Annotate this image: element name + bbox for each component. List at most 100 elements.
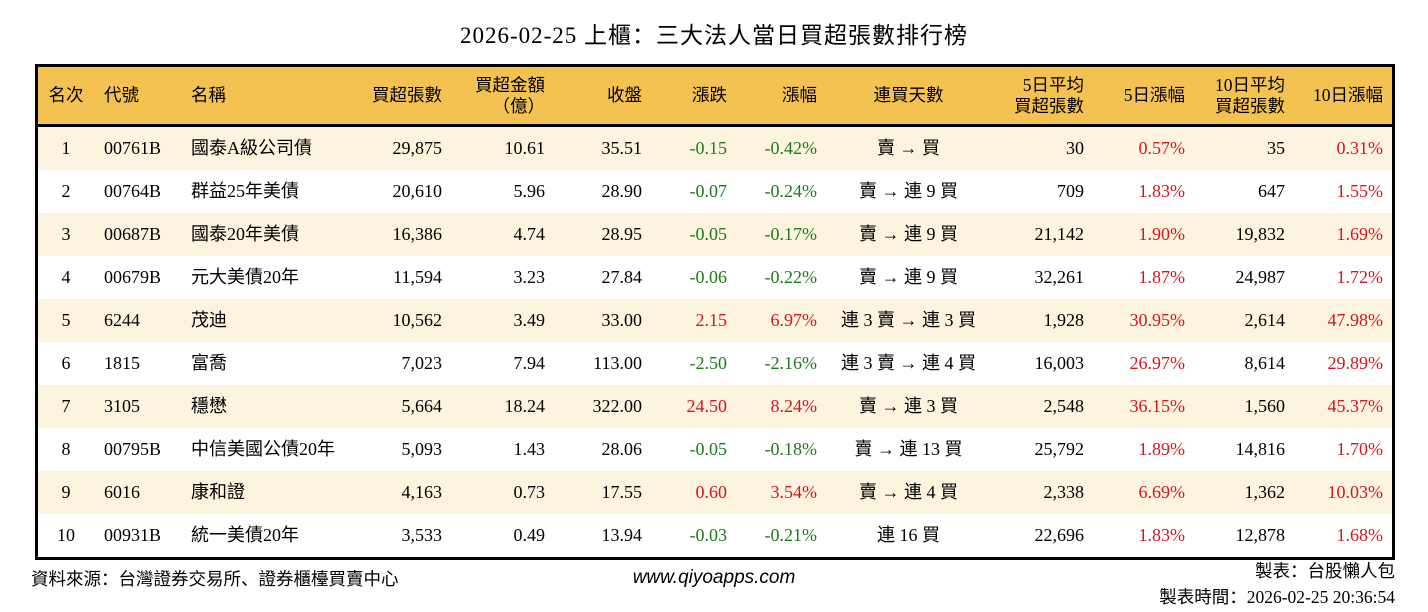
cell-rank: 1 [61, 138, 71, 159]
column-header-code: 代號 [104, 85, 139, 106]
cell-name: 茂迪 [191, 310, 227, 331]
cell-close: 35.51 [601, 138, 643, 159]
cell-name: 中信美國公債20年 [191, 439, 335, 460]
cell-name: 康和證 [191, 482, 245, 503]
cell-change: -0.07 [689, 181, 728, 202]
cell-code: 00679B [104, 267, 162, 288]
cell-avg10: 12,878 [1235, 525, 1286, 546]
cell-pct10: 1.72% [1336, 267, 1384, 288]
cell-name: 元大美債20年 [191, 267, 299, 288]
table-header-row: 名次 代號 名稱 買超張數 買超金額 （億） 收盤 漲跌 漲幅 連買天數 5日平均 買超張數 5日漲… [38, 67, 1392, 127]
cell-change: 0.60 [695, 482, 728, 503]
cell-change: 2.15 [695, 310, 728, 331]
column-header-rank: 名次 [48, 85, 84, 106]
cell-streak: 賣 → 連 3 買 [859, 396, 958, 417]
cell-avg5: 22,696 [1034, 525, 1085, 546]
cell-name: 富喬 [191, 353, 227, 374]
column-header-change: 漲跌 [692, 85, 727, 106]
cell-change-pct: -0.22% [764, 267, 818, 288]
cell-change: -2.50 [689, 353, 728, 374]
website-url[interactable]: www.qiyoapps.com [632, 567, 796, 588]
cell-change-pct: 6.97% [770, 310, 818, 331]
column-header-net-buy: 買超張數 [372, 85, 442, 106]
cell-avg10: 647 [1258, 181, 1285, 202]
cell-pct10: 0.31% [1336, 138, 1384, 159]
cell-streak: 賣 → 連 9 買 [859, 224, 958, 245]
column-header-streak: 連買天數 [873, 85, 944, 106]
cell-pct5: 36.15% [1129, 396, 1186, 417]
cell-avg5: 30 [1066, 138, 1084, 159]
cell-rank: 7 [61, 396, 71, 417]
cell-pct5: 26.97% [1129, 353, 1186, 374]
cell-avg5: 32,261 [1034, 267, 1085, 288]
cell-close: 322.00 [592, 396, 643, 417]
cell-rank: 3 [61, 224, 71, 245]
cell-amount: 4.74 [513, 224, 546, 245]
cell-net-buy: 11,594 [393, 267, 442, 288]
column-header-avg10: 10日平均 買超張數 [1215, 75, 1285, 116]
table-row: 6 1815 富喬 7,023 7.94 113.00 -2.50 -2.16% 連 3 賣 →… [38, 342, 1392, 385]
cell-close: 27.84 [601, 267, 643, 288]
cell-avg10: 1,362 [1244, 482, 1286, 503]
cell-change-pct: -0.42% [764, 138, 818, 159]
cell-avg10: 1,560 [1244, 396, 1286, 417]
cell-amount: 0.73 [513, 482, 546, 503]
cell-pct10: 1.68% [1336, 525, 1384, 546]
table-row: 2 00764B 群益25年美債 20,610 5.96 28.90 -0.07 -0.24%… [38, 170, 1392, 213]
cell-change: -0.15 [689, 138, 728, 159]
cell-amount: 5.96 [513, 181, 546, 202]
cell-pct5: 1.87% [1138, 267, 1186, 288]
cell-code: 00931B [104, 525, 162, 546]
cell-close: 28.90 [601, 181, 643, 202]
cell-streak: 連 16 買 [877, 525, 940, 546]
cell-pct10: 1.69% [1336, 224, 1384, 245]
cell-rank: 5 [61, 310, 71, 331]
page-title: 2026-02-25 上櫃：三大法人當日買超張數排行榜 [459, 23, 969, 48]
cell-amount: 18.24 [504, 396, 546, 417]
cell-amount: 3.23 [513, 267, 546, 288]
cell-streak: 賣 → 連 13 買 [854, 439, 963, 460]
cell-pct5: 30.95% [1129, 310, 1186, 331]
column-header-amount: 買超金額 （億） [475, 75, 545, 116]
table-row: 7 3105 穩懋 5,664 18.24 322.00 24.50 8.24% 賣 → 連 3… [38, 385, 1392, 428]
cell-name: 國泰20年美債 [191, 224, 299, 245]
cell-close: 17.55 [601, 482, 643, 503]
cell-code: 00687B [104, 224, 162, 245]
cell-amount: 3.49 [513, 310, 546, 331]
cell-avg10: 35 [1267, 138, 1285, 159]
cell-change: 24.50 [686, 396, 728, 417]
table-row: 10 00931B 統一美債20年 3,533 0.49 13.94 -0.03 -0.21%… [38, 514, 1392, 557]
column-header-avg5: 5日平均 買超張數 [1014, 75, 1084, 116]
cell-rank: 2 [61, 181, 71, 202]
cell-avg5: 1,928 [1043, 310, 1085, 331]
cell-change-pct: -0.17% [764, 224, 818, 245]
cell-avg10: 8,614 [1244, 353, 1286, 374]
table-row: 1 00761B 國泰A級公司債 29,875 10.61 35.51 -0.15 -0.42… [38, 127, 1392, 170]
cell-code: 00761B [104, 138, 162, 159]
cell-rank: 8 [61, 439, 71, 460]
cell-close: 13.94 [601, 525, 643, 546]
cell-rank: 10 [57, 525, 75, 546]
cell-avg5: 21,142 [1034, 224, 1085, 245]
cell-net-buy: 4,163 [401, 482, 443, 503]
cell-streak: 連 3 賣 → 連 4 買 [841, 353, 976, 374]
cell-net-buy: 16,386 [392, 224, 443, 245]
column-header-pct10: 10日漲幅 [1313, 85, 1383, 106]
cell-pct5: 1.89% [1138, 439, 1186, 460]
maker-credit: 製表：台股懶人包 [1255, 561, 1395, 581]
generated-timestamp: 製表時間：2026-02-25 20:36:54 [1159, 587, 1395, 607]
cell-change-pct: -2.16% [764, 353, 818, 374]
cell-avg10: 19,832 [1235, 224, 1286, 245]
column-header-close: 收盤 [607, 85, 642, 106]
cell-pct10: 29.89% [1327, 353, 1384, 374]
cell-pct5: 1.90% [1138, 224, 1186, 245]
cell-name: 穩懋 [191, 396, 227, 417]
cell-name: 統一美債20年 [191, 525, 299, 546]
cell-avg5: 25,792 [1034, 439, 1085, 460]
cell-streak: 賣 → 連 9 買 [859, 181, 958, 202]
cell-change: -0.05 [689, 224, 728, 245]
cell-pct10: 47.98% [1327, 310, 1384, 331]
cell-amount: 7.94 [513, 353, 546, 374]
cell-streak: 賣 → 連 9 買 [859, 267, 958, 288]
cell-pct10: 10.03% [1327, 482, 1384, 503]
